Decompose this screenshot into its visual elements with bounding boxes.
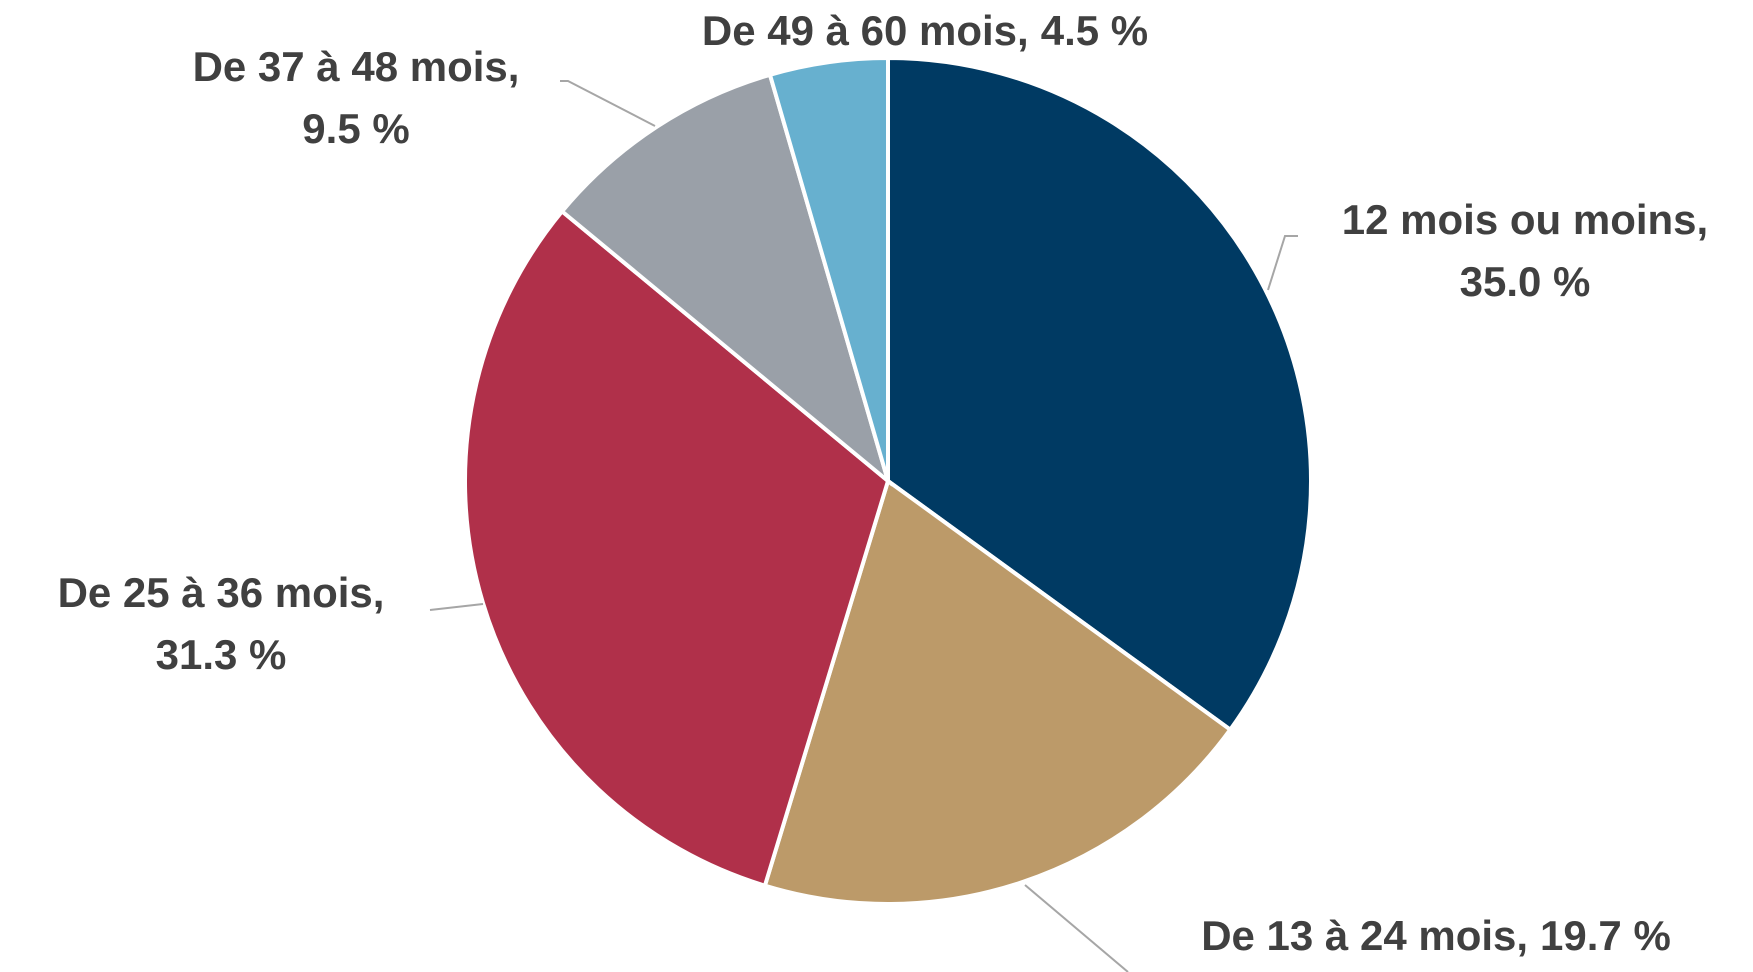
slice-value-label: 31.3 % xyxy=(156,631,287,678)
pie-slice xyxy=(559,72,892,487)
slice-value-label: 19.7 % xyxy=(1540,912,1671,959)
slice-value-label: 35.0 % xyxy=(1460,258,1591,305)
slice-category: 12 mois ou moins, xyxy=(1342,196,1708,243)
leader-line xyxy=(1267,235,1298,291)
pie-slice xyxy=(767,55,890,482)
slice-label: De 13 à 24 mois, 19.7 % xyxy=(1201,912,1671,959)
slice-category: De 13 à 24 mois, xyxy=(1201,912,1528,959)
slice-category: De 37 à 48 mois, xyxy=(193,43,520,90)
slice-value-label: 9.5 % xyxy=(302,105,409,152)
slice-label: De 49 à 60 mois, 4.5 % xyxy=(702,7,1148,54)
pie-slice xyxy=(463,208,891,889)
slice-category: De 49 à 60 mois, xyxy=(702,7,1029,54)
pie-slice xyxy=(886,55,1313,733)
leader-line xyxy=(1024,884,1129,972)
leader-line xyxy=(560,80,656,127)
slice-label: De 37 à 48 mois, 9.5 % xyxy=(193,43,520,152)
slice-value-label: 4.5 % xyxy=(1041,7,1148,54)
pie-slice xyxy=(762,477,1234,906)
slice-label: 12 mois ou moins, 35.0 % xyxy=(1342,196,1708,305)
slice-category: De 25 à 36 mois, xyxy=(58,569,385,616)
leader-line xyxy=(429,603,484,611)
slice-label: De 25 à 36 mois, 31.3 % xyxy=(58,569,385,678)
